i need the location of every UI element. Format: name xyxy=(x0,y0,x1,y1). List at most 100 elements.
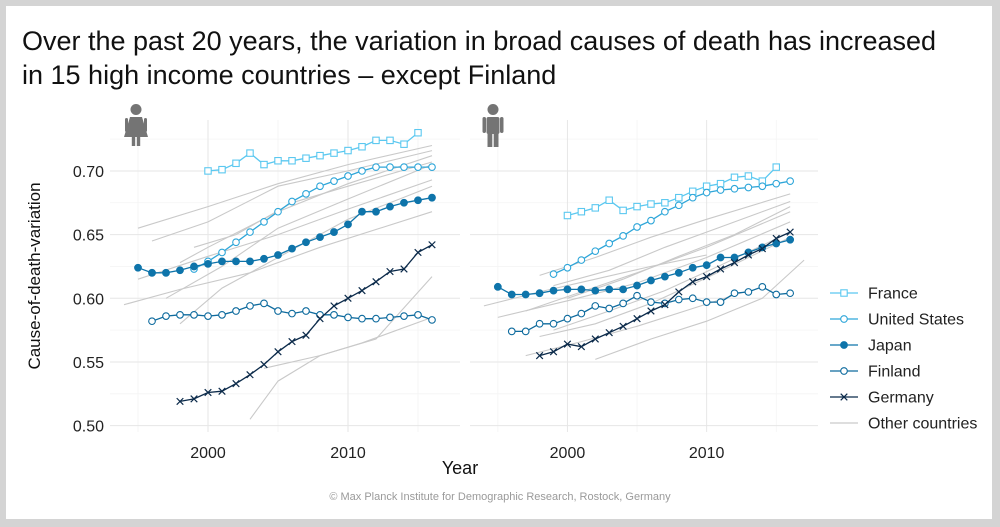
point-japan xyxy=(246,257,254,266)
other-country-line xyxy=(483,254,707,307)
legend-item-france: France xyxy=(830,286,918,303)
point-germany xyxy=(772,234,780,243)
point-france xyxy=(302,154,310,162)
point-france xyxy=(702,182,711,190)
point-japan xyxy=(302,238,310,247)
point-united-states xyxy=(372,163,380,171)
legend-label: Other countries xyxy=(868,416,977,433)
x-tick-label: 2010 xyxy=(330,445,366,462)
point-japan xyxy=(218,257,226,266)
point-japan xyxy=(535,289,544,298)
credit-text: © Max Planck Institute for Demographic R… xyxy=(329,491,671,503)
point-finland xyxy=(563,314,572,323)
point-germany xyxy=(744,251,753,259)
legend-marker xyxy=(840,341,848,349)
point-japan xyxy=(563,285,572,294)
point-japan xyxy=(786,235,795,244)
point-france xyxy=(400,140,408,148)
other-country-line xyxy=(263,276,433,369)
point-finland xyxy=(688,294,697,303)
point-germany xyxy=(730,258,739,267)
point-japan xyxy=(633,281,641,290)
point-united-states xyxy=(702,188,711,197)
point-united-states xyxy=(344,172,352,180)
point-finland xyxy=(702,298,711,306)
other-country-line xyxy=(595,259,805,360)
point-finland xyxy=(232,307,240,315)
series-line-united-states xyxy=(193,166,432,270)
point-germany xyxy=(702,272,711,281)
point-germany xyxy=(316,314,324,323)
point-germany xyxy=(246,370,254,379)
point-united-states xyxy=(730,184,739,193)
point-finland xyxy=(204,312,212,320)
other-country-line xyxy=(553,200,791,287)
point-france xyxy=(577,207,586,216)
point-japan xyxy=(702,261,711,270)
point-germany xyxy=(661,300,669,309)
x-tick-label: 2000 xyxy=(190,445,226,462)
point-united-states xyxy=(260,218,268,226)
point-japan xyxy=(386,202,394,211)
point-united-states xyxy=(288,197,296,206)
point-germany xyxy=(675,288,683,296)
point-france xyxy=(358,142,366,151)
point-france xyxy=(675,193,683,202)
point-japan xyxy=(772,239,781,248)
point-finland xyxy=(716,298,725,306)
point-finland xyxy=(428,316,436,324)
point-germany xyxy=(535,351,544,360)
chart-title: Over the past 20 years, the variation in… xyxy=(22,24,982,92)
point-france xyxy=(772,163,780,171)
point-united-states xyxy=(786,177,795,185)
point-japan xyxy=(232,257,240,266)
point-japan xyxy=(688,263,697,272)
point-germany xyxy=(647,307,655,315)
other-country-line xyxy=(525,211,791,312)
series-line-france xyxy=(567,166,777,217)
panel-2: 2000 2010 xyxy=(470,120,818,462)
other-country-line xyxy=(539,193,791,276)
point-france xyxy=(730,173,739,182)
point-germany xyxy=(232,379,240,388)
point-germany xyxy=(190,395,198,403)
point-japan xyxy=(549,286,558,295)
legend-marker xyxy=(840,367,848,375)
point-japan xyxy=(162,268,170,277)
point-france xyxy=(647,200,655,208)
point-finland xyxy=(386,313,394,322)
legend-marker xyxy=(840,393,848,401)
legend-item-united-states: United States xyxy=(830,312,964,329)
point-united-states xyxy=(716,186,725,194)
y-axis-title: Cause-of-death-variation xyxy=(25,182,44,369)
point-united-states xyxy=(647,216,655,225)
point-finland xyxy=(218,310,226,319)
point-finland xyxy=(288,309,296,318)
point-japan xyxy=(591,286,600,295)
point-france xyxy=(372,136,380,145)
other-country-line xyxy=(179,155,433,264)
title-line-1: Over the past 20 years, the variation in… xyxy=(22,26,937,56)
point-japan xyxy=(400,198,408,207)
point-germany xyxy=(716,265,725,273)
point-france xyxy=(605,196,613,204)
point-finland xyxy=(744,288,753,296)
point-united-states xyxy=(218,248,226,257)
point-united-states xyxy=(758,182,767,191)
point-germany xyxy=(274,348,282,356)
point-germany xyxy=(428,241,436,249)
other-country-line xyxy=(137,179,433,280)
point-germany xyxy=(344,294,352,303)
point-finland xyxy=(246,302,254,310)
point-finland xyxy=(274,307,282,315)
point-finland xyxy=(372,314,380,323)
point-france xyxy=(688,187,697,196)
point-germany xyxy=(386,267,394,276)
point-united-states xyxy=(358,167,366,175)
point-united-states xyxy=(619,232,627,240)
female-icon xyxy=(124,104,148,146)
chart-card xyxy=(6,6,992,519)
point-germany xyxy=(176,397,184,406)
point-germany xyxy=(758,244,767,253)
point-japan xyxy=(148,268,156,277)
